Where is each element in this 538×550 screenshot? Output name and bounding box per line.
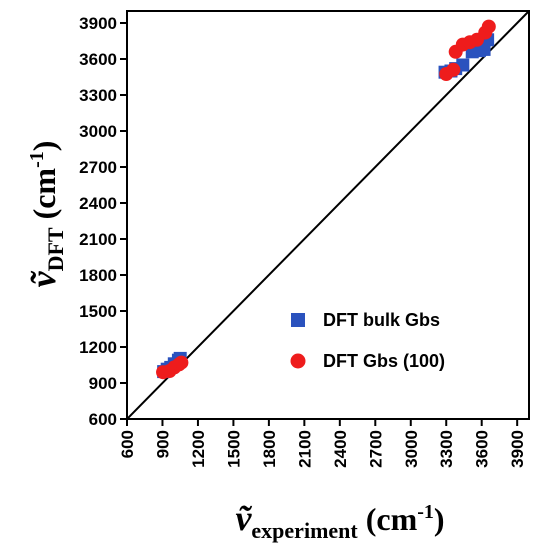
x-tick-label: 3000 (402, 430, 421, 468)
y-tick-label: 900 (89, 374, 117, 393)
x-tick-label: 2700 (366, 430, 385, 468)
x-tick-label: 1800 (260, 430, 279, 468)
x-axis-unit: (cm (358, 501, 418, 537)
x-tick-label: 3600 (473, 430, 492, 468)
y-tick-label: 1200 (79, 338, 117, 357)
data-point-circle (174, 355, 189, 370)
y-tick-label: 1500 (79, 302, 117, 321)
x-axis-unit-sup: -1 (417, 501, 434, 523)
reference-line-group (126, 10, 530, 420)
y-axis-unit: (cm (26, 168, 62, 228)
y-axis-subscript: DFT (43, 227, 68, 271)
x-tick-label: 600 (118, 430, 137, 458)
reference-line (126, 10, 530, 420)
x-axis-subscript: experiment (251, 518, 358, 543)
y-tick-label: 3600 (79, 50, 117, 69)
data-point-circle (446, 62, 461, 77)
y-tick-label: 2700 (79, 158, 117, 177)
x-axis-ticks: 600 900 1200 1500 1800 2100 2400 2700 3000 3300 36… (118, 419, 527, 468)
x-axis-title: ṽexperiment (cm-1) (235, 498, 444, 543)
y-tick-label: 1800 (79, 266, 117, 285)
x-tick-label: 3900 (508, 430, 527, 468)
legend: DFT bulk Gbs DFT Gbs (100) (290, 310, 445, 371)
y-axis-title: ṽDFT (cm-1) (23, 141, 68, 288)
legend-marker-circle (290, 353, 306, 369)
y-tick-label: 3000 (79, 122, 117, 141)
y-tick-label: 3300 (79, 86, 117, 105)
y-tick-label: 2400 (79, 194, 117, 213)
data-series-layer (156, 19, 496, 380)
series-circle (156, 19, 496, 380)
y-tick-label: 3900 (79, 14, 117, 33)
x-tick-label: 2100 (295, 430, 314, 468)
legend-marker-square (291, 313, 305, 327)
x-axis-unit-close: ) (434, 501, 445, 537)
y-tick-label: 2100 (79, 230, 117, 249)
y-axis-symbol: ṽ (23, 270, 63, 287)
y-axis-unit-close: ) (26, 141, 62, 152)
x-tick-label: 2400 (331, 430, 350, 468)
y-axis-unit-sup: -1 (26, 151, 48, 168)
x-tick-label: 900 (153, 430, 172, 458)
x-tick-label: 1200 (189, 430, 208, 468)
y-tick-label: 600 (89, 410, 117, 429)
x-axis-symbol: ṽ (235, 498, 252, 538)
data-point-circle (481, 19, 496, 34)
x-tick-label: 1500 (224, 430, 243, 468)
y-axis-ticks: 600 900 1200 1500 1800 2100 2400 2700 3000 3300 36… (79, 14, 127, 429)
legend-label: DFT Gbs (100) (323, 351, 445, 371)
x-tick-label: 3300 (437, 430, 456, 468)
legend-label: DFT bulk Gbs (323, 310, 440, 330)
